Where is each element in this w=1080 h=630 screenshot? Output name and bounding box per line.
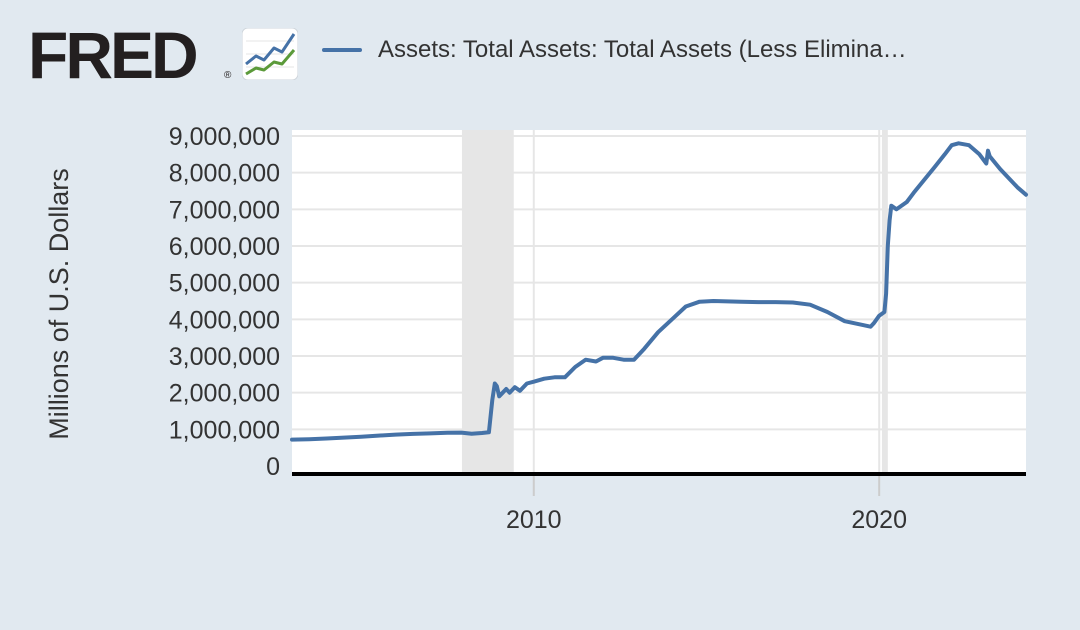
x-tick-label-1: 2020	[851, 506, 907, 534]
y-tick-label-7: 7,000,000	[169, 196, 280, 224]
y-tick-label-1: 1,000,000	[169, 416, 280, 444]
legend-series-swatch	[322, 48, 362, 52]
y-axis-title: Millions of U.S. Dollars	[44, 168, 74, 440]
y-tick-label-9: 9,000,000	[169, 123, 280, 151]
y-tick-label-6: 6,000,000	[169, 233, 280, 261]
x-tick-label-0: 2010	[506, 506, 562, 534]
y-tick-label-8: 8,000,000	[169, 160, 280, 188]
fred-logo-text: FRED	[28, 18, 199, 92]
chart-legend[interactable]: Assets: Total Assets: Total Assets (Less…	[322, 36, 907, 64]
y-tick-label-3: 3,000,000	[169, 343, 280, 371]
legend-series-label: Assets: Total Assets: Total Assets (Less…	[378, 36, 907, 63]
registered-mark: ®	[224, 70, 232, 81]
y-tick-label-0: 0	[266, 453, 280, 481]
series-line-1	[290, 141, 1028, 442]
recession-band-1	[461, 130, 514, 474]
y-tick-label-2: 2,000,000	[169, 380, 280, 408]
y-tick-label-5: 5,000,000	[169, 270, 280, 298]
y-tick-label-4: 4,000,000	[169, 306, 280, 334]
plot-area	[292, 130, 1026, 474]
trend-graph-icon	[242, 28, 298, 80]
